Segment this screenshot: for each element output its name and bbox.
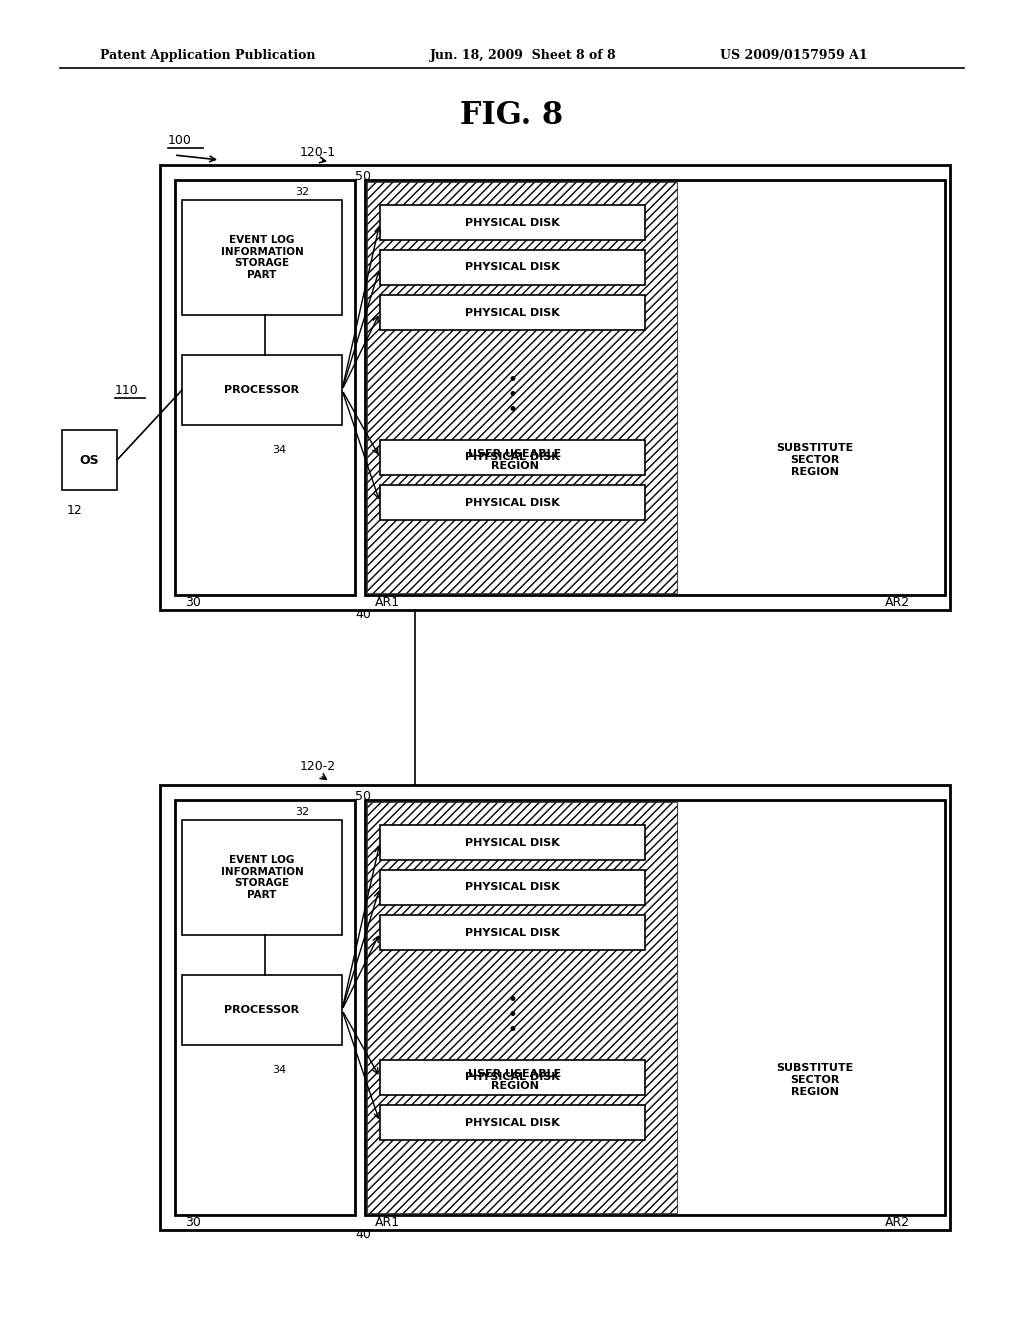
Text: •: •: [508, 1020, 517, 1039]
Text: PHYSICAL DISK: PHYSICAL DISK: [465, 308, 560, 318]
Text: US 2009/0157959 A1: US 2009/0157959 A1: [720, 49, 867, 62]
Text: 34: 34: [272, 445, 286, 455]
Bar: [367, 803, 677, 1213]
Text: 12: 12: [67, 503, 83, 516]
Bar: [367, 182, 677, 593]
Bar: [365, 180, 945, 595]
Bar: [367, 803, 943, 1213]
Text: 30: 30: [185, 1216, 201, 1229]
Text: 34: 34: [272, 1065, 286, 1074]
Bar: [380, 915, 645, 950]
Text: •: •: [508, 371, 517, 389]
Text: AR2: AR2: [885, 1216, 910, 1229]
Text: Patent Application Publication: Patent Application Publication: [100, 49, 315, 62]
Bar: [182, 355, 342, 425]
Bar: [182, 201, 342, 315]
Text: USER USEABLE
REGION: USER USEABLE REGION: [468, 449, 561, 471]
Text: PHYSICAL DISK: PHYSICAL DISK: [465, 1118, 560, 1127]
Text: EVENT LOG
INFORMATION
STORAGE
PART: EVENT LOG INFORMATION STORAGE PART: [220, 855, 303, 900]
Text: PHYSICAL DISK: PHYSICAL DISK: [465, 1072, 560, 1082]
Text: EVENT LOG
INFORMATION
STORAGE
PART: EVENT LOG INFORMATION STORAGE PART: [220, 235, 303, 280]
Text: PHYSICAL DISK: PHYSICAL DISK: [465, 498, 560, 507]
Text: PROCESSOR: PROCESSOR: [224, 1005, 300, 1015]
Text: •: •: [508, 401, 517, 418]
Text: PHYSICAL DISK: PHYSICAL DISK: [465, 837, 560, 847]
Text: 32: 32: [295, 187, 309, 197]
Text: PHYSICAL DISK: PHYSICAL DISK: [465, 263, 560, 272]
Bar: [380, 294, 645, 330]
Bar: [380, 440, 645, 475]
Text: 40: 40: [355, 1229, 371, 1242]
Text: 120-2: 120-2: [300, 760, 336, 774]
Text: AR1: AR1: [375, 595, 400, 609]
Bar: [160, 785, 950, 1230]
Bar: [62, 430, 117, 490]
Text: AR1: AR1: [375, 1216, 400, 1229]
Bar: [182, 820, 342, 935]
Text: 50: 50: [355, 170, 371, 183]
Bar: [367, 182, 943, 593]
Text: 110: 110: [115, 384, 138, 396]
Text: •: •: [508, 385, 517, 404]
Text: PHYSICAL DISK: PHYSICAL DISK: [465, 453, 560, 462]
Bar: [380, 1105, 645, 1140]
Text: •: •: [508, 991, 517, 1008]
Text: PHYSICAL DISK: PHYSICAL DISK: [465, 218, 560, 227]
Text: 120-1: 120-1: [300, 145, 336, 158]
Text: Jun. 18, 2009  Sheet 8 of 8: Jun. 18, 2009 Sheet 8 of 8: [430, 49, 616, 62]
Text: PHYSICAL DISK: PHYSICAL DISK: [465, 928, 560, 937]
Text: 40: 40: [355, 609, 371, 622]
Text: 32: 32: [295, 807, 309, 817]
Text: SUBSTITUTE
SECTOR
REGION: SUBSTITUTE SECTOR REGION: [776, 444, 854, 477]
Bar: [365, 800, 945, 1214]
Text: 30: 30: [185, 595, 201, 609]
Text: OS: OS: [80, 454, 99, 466]
Text: PROCESSOR: PROCESSOR: [224, 385, 300, 395]
Text: FIG. 8: FIG. 8: [461, 99, 563, 131]
Text: SUBSTITUTE
SECTOR
REGION: SUBSTITUTE SECTOR REGION: [776, 1064, 854, 1097]
Text: USER USEABLE
REGION: USER USEABLE REGION: [468, 1069, 561, 1090]
Text: AR2: AR2: [885, 595, 910, 609]
Bar: [175, 800, 355, 1214]
Text: 50: 50: [355, 791, 371, 804]
Bar: [182, 975, 342, 1045]
Bar: [380, 1060, 645, 1096]
Bar: [380, 870, 645, 906]
Text: PHYSICAL DISK: PHYSICAL DISK: [465, 883, 560, 892]
Bar: [175, 180, 355, 595]
Bar: [380, 825, 645, 861]
Bar: [160, 165, 950, 610]
Text: •: •: [508, 1006, 517, 1024]
Bar: [380, 205, 645, 240]
Bar: [380, 249, 645, 285]
Text: 100: 100: [168, 133, 191, 147]
Bar: [380, 484, 645, 520]
